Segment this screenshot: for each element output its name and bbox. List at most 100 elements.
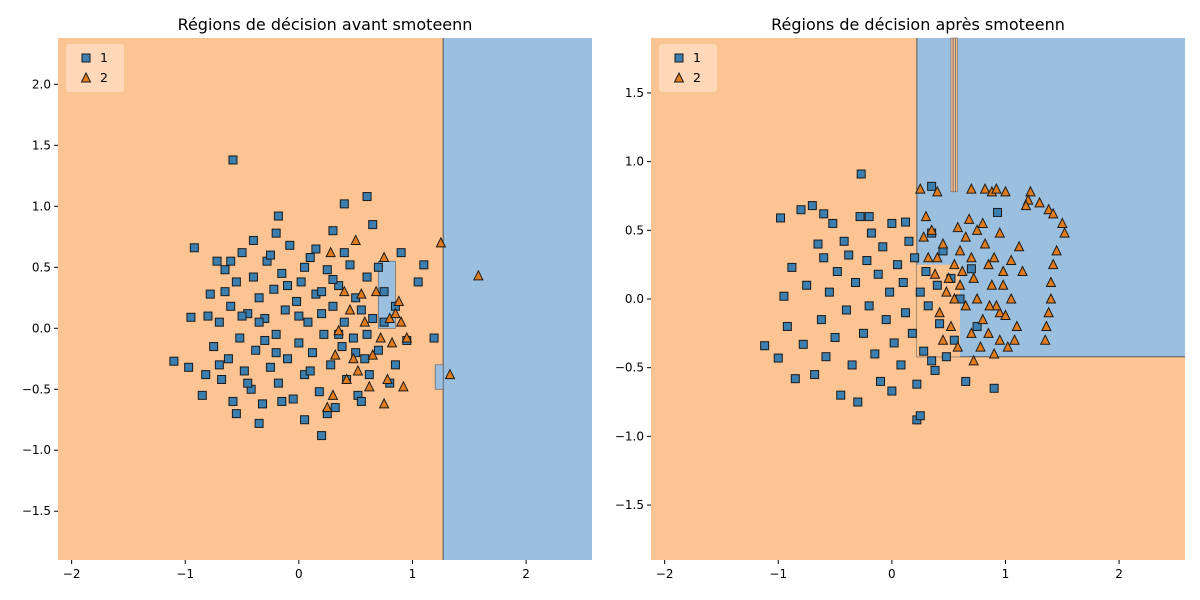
point-class-2 xyxy=(994,226,1006,238)
axes-after: −2 −1 0 1 2 −1.5 −1.0 −0.5 0.0 0.5 1.0 1.5 xyxy=(615,86,1123,581)
point-class-1 xyxy=(907,328,917,338)
point-class-1 xyxy=(798,339,808,349)
point-class-2 xyxy=(977,313,989,325)
point-class-1 xyxy=(813,239,823,249)
point-class-1 xyxy=(368,220,378,230)
point-class-1 xyxy=(878,242,888,252)
point-class-1 xyxy=(419,260,429,270)
legend-label-2: 2 xyxy=(100,70,108,85)
point-class-1 xyxy=(317,431,327,441)
y-tick-label: −1.0 xyxy=(615,429,644,443)
point-class-2 xyxy=(364,380,375,392)
point-class-1 xyxy=(184,362,194,372)
y-tick-label: 1.5 xyxy=(625,86,644,100)
point-class-1 xyxy=(841,305,851,315)
point-class-2 xyxy=(339,285,350,297)
point-class-1 xyxy=(802,280,812,290)
point-class-2 xyxy=(952,340,964,352)
point-class-2 xyxy=(1005,254,1017,266)
legend-marker-2 xyxy=(80,71,92,83)
point-class-2 xyxy=(920,210,932,222)
point-class-2 xyxy=(960,231,972,242)
legend-marker-1 xyxy=(81,53,91,63)
point-class-1 xyxy=(816,315,826,325)
point-class-1 xyxy=(776,213,786,223)
point-class-1 xyxy=(966,264,976,274)
point-class-1 xyxy=(949,335,959,345)
point-class-1 xyxy=(322,265,332,275)
point-class-2 xyxy=(378,251,390,263)
point-class-1 xyxy=(373,262,383,272)
point-class-1 xyxy=(283,281,293,291)
point-class-1 xyxy=(847,360,857,370)
point-class-1 xyxy=(821,352,831,362)
point-class-1 xyxy=(294,338,304,348)
point-class-1 xyxy=(260,335,270,345)
point-class-1 xyxy=(362,329,372,339)
point-class-1 xyxy=(912,379,922,389)
point-class-2 xyxy=(963,213,975,224)
point-class-1 xyxy=(807,201,817,211)
point-class-1 xyxy=(898,278,908,288)
point-class-2 xyxy=(994,306,1006,318)
point-class-2 xyxy=(984,299,995,311)
point-class-1 xyxy=(921,267,931,277)
point-class-2 xyxy=(1045,276,1057,288)
legend-label-1: 1 xyxy=(100,50,108,65)
point-class-1 xyxy=(169,356,179,366)
point-class-2 xyxy=(1056,217,1068,228)
chart-panel-after: Régions de décision après smoteenn −2 −1 0… xyxy=(615,15,1185,581)
point-class-1 xyxy=(285,240,295,250)
y-tick-label: 1.0 xyxy=(625,155,644,169)
point-class-1 xyxy=(328,301,338,311)
point-class-2 xyxy=(926,224,937,235)
point-class-2 xyxy=(954,244,966,256)
legend-box xyxy=(66,44,124,92)
point-class-2 xyxy=(949,258,960,270)
point-class-2 xyxy=(1020,199,1032,211)
point-class-1 xyxy=(258,399,268,409)
y-tick-label: −1.5 xyxy=(22,504,51,518)
point-class-1 xyxy=(235,333,245,343)
point-class-2 xyxy=(348,352,359,364)
point-class-1 xyxy=(930,365,940,375)
point-class-1 xyxy=(873,269,883,279)
point-class-2 xyxy=(350,234,361,245)
point-class-1 xyxy=(866,228,876,238)
point-class-1 xyxy=(356,396,366,406)
point-class-1 xyxy=(932,280,942,290)
point-class-1 xyxy=(836,390,846,400)
point-class-2 xyxy=(435,236,447,248)
point-class-1 xyxy=(893,260,903,270)
x-tick-label: −2 xyxy=(63,567,81,581)
point-class-1 xyxy=(362,192,372,202)
point-class-1 xyxy=(220,265,230,275)
point-class-1 xyxy=(203,311,213,321)
point-class-2 xyxy=(1000,309,1011,320)
point-class-2 xyxy=(382,373,393,384)
point-class-1 xyxy=(901,217,911,227)
chart-panel-before: Régions de décision avant smoteenn −2 −1 0… xyxy=(22,15,592,581)
point-class-1 xyxy=(881,315,891,325)
point-class-2 xyxy=(398,380,409,392)
point-class-2 xyxy=(1047,258,1059,270)
x-tick-label: 2 xyxy=(522,567,530,581)
point-class-1 xyxy=(364,370,374,380)
point-class-2 xyxy=(960,299,972,311)
point-class-2 xyxy=(932,185,943,197)
point-class-2 xyxy=(966,327,977,338)
point-class-2 xyxy=(991,182,1002,194)
point-class-2 xyxy=(966,182,977,194)
point-class-1 xyxy=(217,374,227,384)
point-class-1 xyxy=(308,348,318,358)
point-class-1 xyxy=(896,360,906,370)
point-class-1 xyxy=(237,311,247,321)
point-class-1 xyxy=(927,181,937,191)
point-class-1 xyxy=(214,360,224,370)
legend-marker-1 xyxy=(674,53,684,63)
point-class-1 xyxy=(254,418,264,428)
y-tick-label: 0.5 xyxy=(32,260,51,274)
point-class-2 xyxy=(983,327,994,338)
point-class-1 xyxy=(214,317,224,327)
point-class-2 xyxy=(390,307,401,319)
